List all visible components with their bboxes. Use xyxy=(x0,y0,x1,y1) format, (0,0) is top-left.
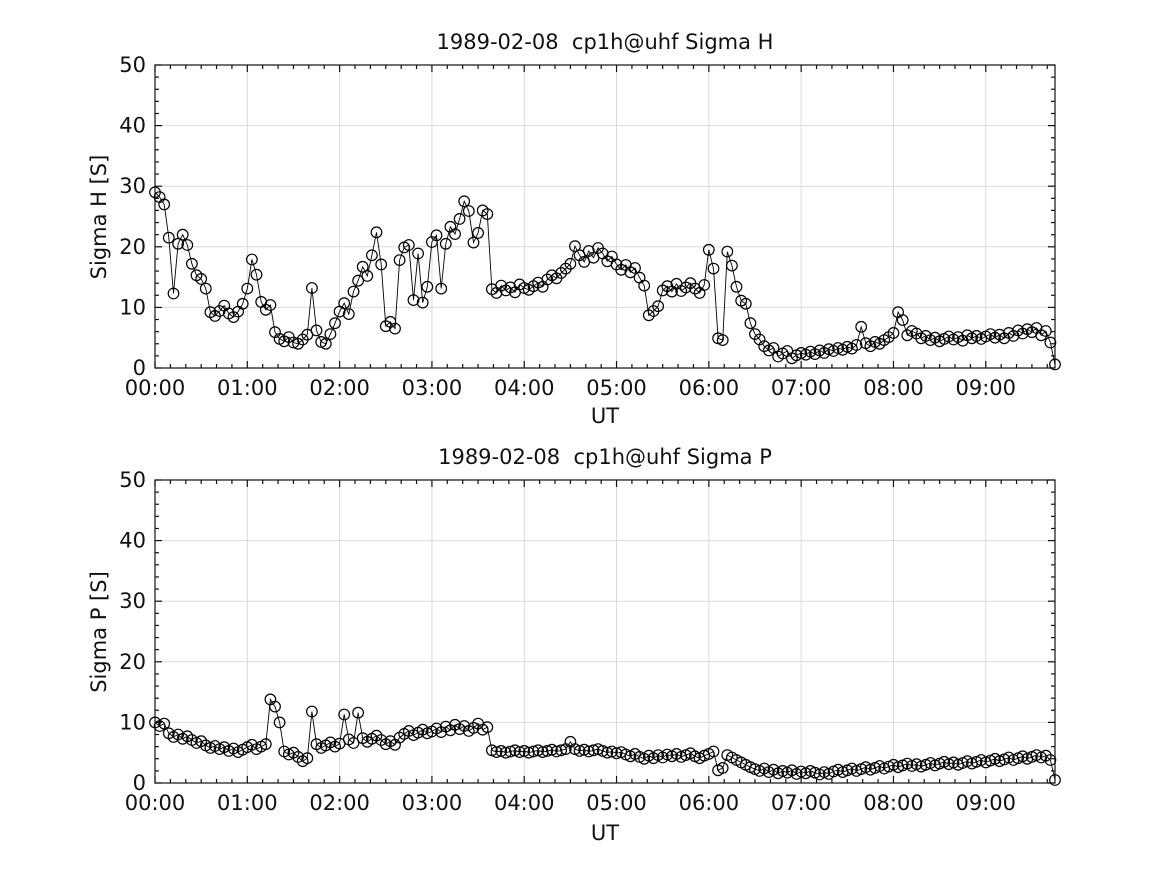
data-line xyxy=(154,698,1056,781)
svg-text:01:00: 01:00 xyxy=(217,791,278,815)
svg-text:06:00: 06:00 xyxy=(679,376,740,400)
svg-text:03:00: 03:00 xyxy=(402,376,463,400)
sigma-p-title: 1989-02-08 cp1h@uhf Sigma P xyxy=(438,445,772,469)
svg-text:50: 50 xyxy=(119,53,146,77)
svg-text:03:00: 03:00 xyxy=(402,791,463,815)
svg-text:02:00: 02:00 xyxy=(309,376,370,400)
svg-text:06:00: 06:00 xyxy=(679,791,740,815)
svg-text:20: 20 xyxy=(119,235,146,259)
svg-text:07:00: 07:00 xyxy=(771,376,832,400)
svg-text:01:00: 01:00 xyxy=(217,376,278,400)
axis-ticks xyxy=(154,64,1055,369)
axes-box xyxy=(154,64,1056,369)
x-tick-labels: 00:00 01:00 02:00 03:00 04:00 05:00 06:00 07:00… xyxy=(125,376,1016,400)
svg-text:05:00: 05:00 xyxy=(586,791,647,815)
sigma-h-xlabel: UT xyxy=(590,404,620,428)
svg-text:40: 40 xyxy=(119,529,146,553)
svg-text:09:00: 09:00 xyxy=(956,376,1017,400)
data-points xyxy=(149,693,1061,786)
svg-text:00:00: 00:00 xyxy=(125,791,186,815)
data-line xyxy=(154,191,1056,365)
svg-text:50: 50 xyxy=(119,468,146,492)
svg-text:04:00: 04:00 xyxy=(494,791,555,815)
svg-text:07:00: 07:00 xyxy=(771,791,832,815)
sigma-h-title: 1989-02-08 cp1h@uhf Sigma H xyxy=(436,30,774,54)
svg-text:05:00: 05:00 xyxy=(586,376,647,400)
gridlines xyxy=(155,65,1055,368)
x-tick-labels: 00:00 01:00 02:00 03:00 04:00 05:00 06:00 07:00… xyxy=(125,791,1016,815)
gridlines xyxy=(155,480,1055,783)
svg-text:30: 30 xyxy=(119,174,146,198)
axes-box xyxy=(154,479,1056,784)
sigma-p-plot: 00:00 01:00 02:00 03:00 04:00 05:00 06:00 07:00… xyxy=(119,468,1061,815)
svg-text:02:00: 02:00 xyxy=(309,791,370,815)
svg-text:0: 0 xyxy=(133,771,146,795)
y-tick-labels: 0 10 20 30 40 50 xyxy=(119,53,146,380)
svg-text:20: 20 xyxy=(119,650,146,674)
sigma-p-xlabel: UT xyxy=(590,821,620,845)
data-points xyxy=(149,186,1061,371)
svg-text:08:00: 08:00 xyxy=(863,791,924,815)
svg-text:00:00: 00:00 xyxy=(125,376,186,400)
svg-text:10: 10 xyxy=(119,295,146,319)
svg-text:10: 10 xyxy=(119,710,146,734)
svg-text:04:00: 04:00 xyxy=(494,376,555,400)
svg-text:0: 0 xyxy=(133,356,146,380)
svg-text:30: 30 xyxy=(119,589,146,613)
svg-text:08:00: 08:00 xyxy=(863,376,924,400)
y-tick-labels: 0 10 20 30 40 50 xyxy=(119,468,146,795)
sigma-h-plot: 00:00 01:00 02:00 03:00 04:00 05:00 06:00 07:00… xyxy=(119,53,1061,400)
axis-ticks xyxy=(154,479,1055,784)
svg-text:09:00: 09:00 xyxy=(956,791,1017,815)
svg-text:40: 40 xyxy=(119,114,146,138)
